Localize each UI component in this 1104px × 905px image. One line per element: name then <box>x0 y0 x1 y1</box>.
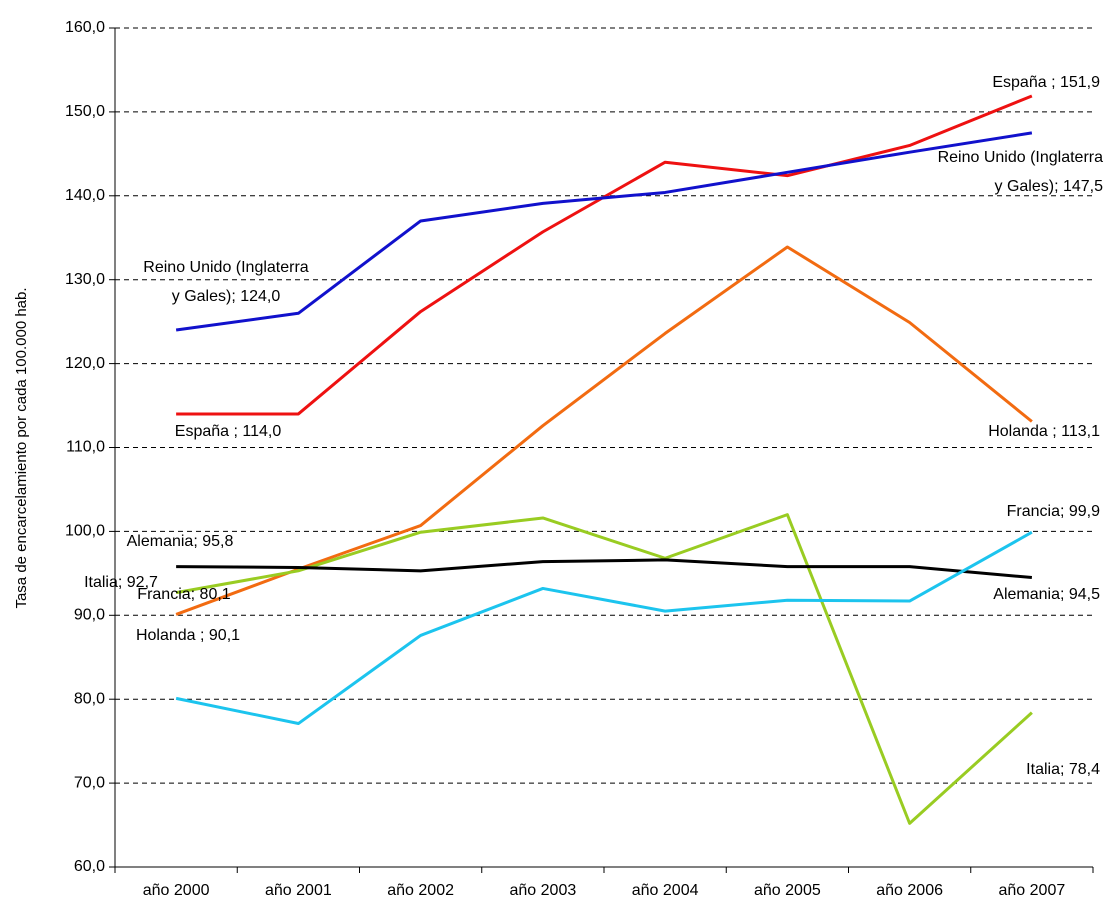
x-tick-label: año 2006 <box>876 882 943 899</box>
y-tick-label: 90,0 <box>74 607 105 624</box>
series-line <box>175 131 1033 332</box>
series-line <box>176 558 1033 580</box>
x-tick-label: año 2007 <box>999 882 1066 899</box>
data-label: España ; 114,0 <box>175 423 282 440</box>
series-line <box>175 530 1033 726</box>
y-axis-label: Tasa de encarcelamiento por cada 100.000… <box>13 287 30 608</box>
x-tick-label: año 2001 <box>265 882 332 899</box>
data-label: Holanda ; 113,1 <box>988 423 1100 440</box>
y-tick-label: 100,0 <box>65 523 105 540</box>
data-label: Alemania; 95,8 <box>127 533 234 550</box>
y-tick-label: 120,0 <box>65 355 105 372</box>
data-label: España ; 151,9 <box>992 74 1100 91</box>
data-label: Italia; 78,4 <box>1026 761 1100 778</box>
data-label: Holanda ; 90,1 <box>136 627 240 644</box>
series-line <box>176 94 1033 416</box>
x-tick-label: año 2005 <box>754 882 821 899</box>
y-tick-label: 160,0 <box>65 19 105 36</box>
data-label: Italia; 92,7 <box>84 574 158 591</box>
data-label: Reino Unido (Inglaterra y Gales); 124,0 <box>143 259 309 305</box>
x-tick-label: año 2002 <box>387 882 454 899</box>
series-line <box>175 245 1033 616</box>
data-label: Francia; 99,9 <box>1007 503 1100 520</box>
y-tick-label: 110,0 <box>66 439 105 456</box>
x-tick-label: año 2004 <box>632 882 699 899</box>
y-tick-label: 150,0 <box>65 103 105 120</box>
x-tick-label: año 2000 <box>143 882 210 899</box>
y-tick-label: 70,0 <box>74 774 105 791</box>
y-tick-label: 80,0 <box>74 690 105 707</box>
data-label: Alemania; 94,5 <box>993 586 1100 603</box>
y-tick-label: 130,0 <box>65 271 105 288</box>
y-tick-label: 140,0 <box>65 187 105 204</box>
series-line <box>175 513 1033 825</box>
y-tick-label: 60,0 <box>74 858 105 875</box>
data-label: Francia; 80,1 <box>137 586 230 603</box>
data-label: Reino Unido (Inglaterra y Gales); 147,5 <box>938 149 1104 195</box>
x-tick-label: año 2003 <box>510 882 577 899</box>
